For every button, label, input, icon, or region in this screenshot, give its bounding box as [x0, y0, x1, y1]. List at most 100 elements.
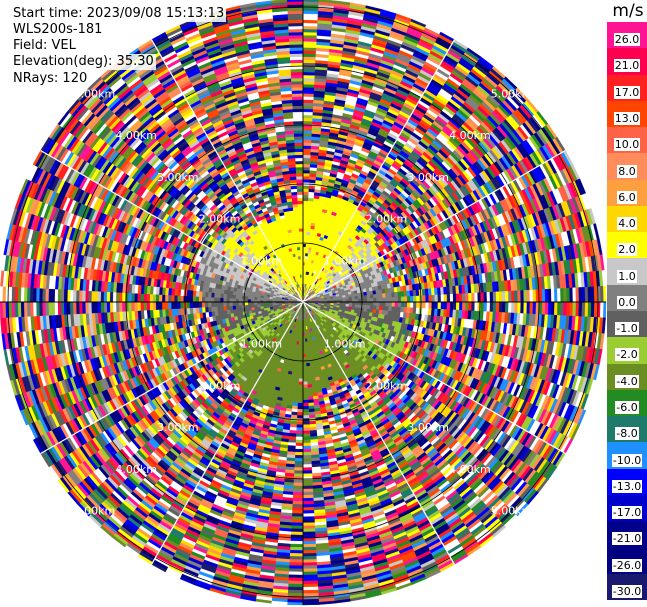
velocity-cell: [406, 301, 411, 308]
velocity-cell: [526, 301, 531, 315]
velocity-cell: [385, 301, 390, 307]
velocity-cell: [501, 291, 506, 303]
velocity-cell: [302, 228, 308, 232]
velocity-cell: [306, 228, 311, 233]
velocity-cell: [455, 293, 460, 303]
velocity-cell: [366, 294, 371, 299]
velocity-cell: [416, 295, 420, 303]
velocity-cell: [364, 301, 368, 306]
velocity-cell: [385, 297, 390, 303]
velocity-cell: [511, 301, 515, 314]
velocity-cell: [302, 231, 307, 235]
velocity-cell: [544, 288, 549, 303]
velocity-cell: [471, 301, 476, 312]
velocity-cell: [302, 175, 310, 180]
velocity-cell: [495, 291, 500, 303]
velocity-cell: [302, 179, 310, 183]
velocity-cell: [544, 301, 549, 316]
velocity-cell: [302, 221, 308, 226]
velocity-cell: [483, 301, 488, 312]
velocity-cell: [403, 296, 408, 303]
velocity-cell: [375, 293, 380, 299]
velocity-cell: [492, 291, 497, 303]
velocity-cell: [538, 289, 543, 303]
velocity-cell: [437, 301, 442, 310]
velocity-cell: [302, 86, 315, 91]
velocity-cell: [302, 185, 310, 189]
velocity-cell: [302, 53, 317, 58]
velocity-cell: [603, 285, 607, 303]
velocity-cell: [302, 34, 318, 39]
velocity-cell: [302, 197, 309, 202]
velocity-cell: [379, 301, 384, 307]
velocity-cell: [302, 62, 316, 67]
velocity-cell: [354, 304, 359, 309]
velocity-cell: [391, 296, 396, 303]
velocity-cell: [563, 287, 568, 303]
velocity-cell: [302, 126, 313, 131]
velocity-cell: [400, 296, 405, 303]
velocity-cell: [305, 237, 310, 242]
velocity-cell: [434, 294, 439, 303]
velocity-cell: [468, 292, 472, 303]
velocity-cell: [413, 301, 417, 309]
velocity-cell: [462, 293, 466, 303]
velocity-cell: [302, 111, 314, 116]
velocity-cell: [462, 301, 466, 311]
velocity-cell: [523, 301, 528, 314]
velocity-cell: [517, 301, 522, 314]
velocity-cell: [354, 295, 359, 300]
velocity-cell: [302, 129, 313, 134]
velocity-cell: [369, 294, 374, 299]
velocity-cell: [302, 203, 309, 208]
velocity-cell: [431, 294, 436, 303]
velocity-cell: [375, 305, 380, 311]
velocity-cell: [302, 154, 311, 159]
velocity-cell: [302, 234, 307, 238]
velocity-cell: [449, 301, 454, 311]
velocity-cell: [302, 56, 317, 61]
velocity-cell: [431, 301, 436, 310]
velocity-cell: [379, 297, 384, 303]
velocity-cell: [498, 291, 503, 303]
velocity-cell: [302, 108, 314, 113]
velocity-cell: [302, 172, 310, 177]
velocity-cell: [557, 288, 561, 303]
velocity-cell: [603, 301, 607, 319]
velocity-cell: [302, 225, 308, 229]
velocity-cell: [372, 305, 377, 310]
velocity-cell: [302, 166, 311, 171]
velocity-cell: [305, 246, 310, 251]
velocity-cell: [459, 293, 463, 303]
velocity-cell: [474, 292, 479, 303]
velocity-cell: [498, 301, 503, 313]
velocity-cell: [409, 295, 414, 303]
velocity-cell: [425, 295, 430, 303]
velocity-cell: [302, 71, 316, 76]
velocity-cell: [302, 93, 315, 97]
velocity-cell: [302, 142, 312, 146]
velocity-cell: [388, 301, 393, 307]
velocity-cell: [382, 293, 386, 299]
velocity-cell: [529, 301, 534, 315]
velocity-cell: [357, 301, 362, 306]
velocity-cell: [449, 293, 454, 303]
velocity-cell: [382, 305, 386, 311]
velocity-cell: [504, 290, 509, 303]
velocity-cell: [480, 301, 485, 312]
velocity-cell: [406, 296, 411, 303]
velocity-cell: [547, 288, 552, 303]
velocity-cell: [369, 305, 374, 310]
velocity-cell: [348, 296, 353, 300]
velocity-cell: [302, 44, 317, 48]
velocity-cell: [363, 295, 368, 300]
velocity-cell: [376, 301, 380, 307]
velocity-cell: [428, 295, 433, 303]
velocity-cell: [563, 301, 568, 317]
velocity-cell: [363, 304, 368, 309]
velocity-cell: [302, 218, 308, 223]
velocity-cell: [434, 301, 439, 310]
velocity-cell: [553, 288, 558, 303]
velocity-cell: [302, 114, 314, 119]
